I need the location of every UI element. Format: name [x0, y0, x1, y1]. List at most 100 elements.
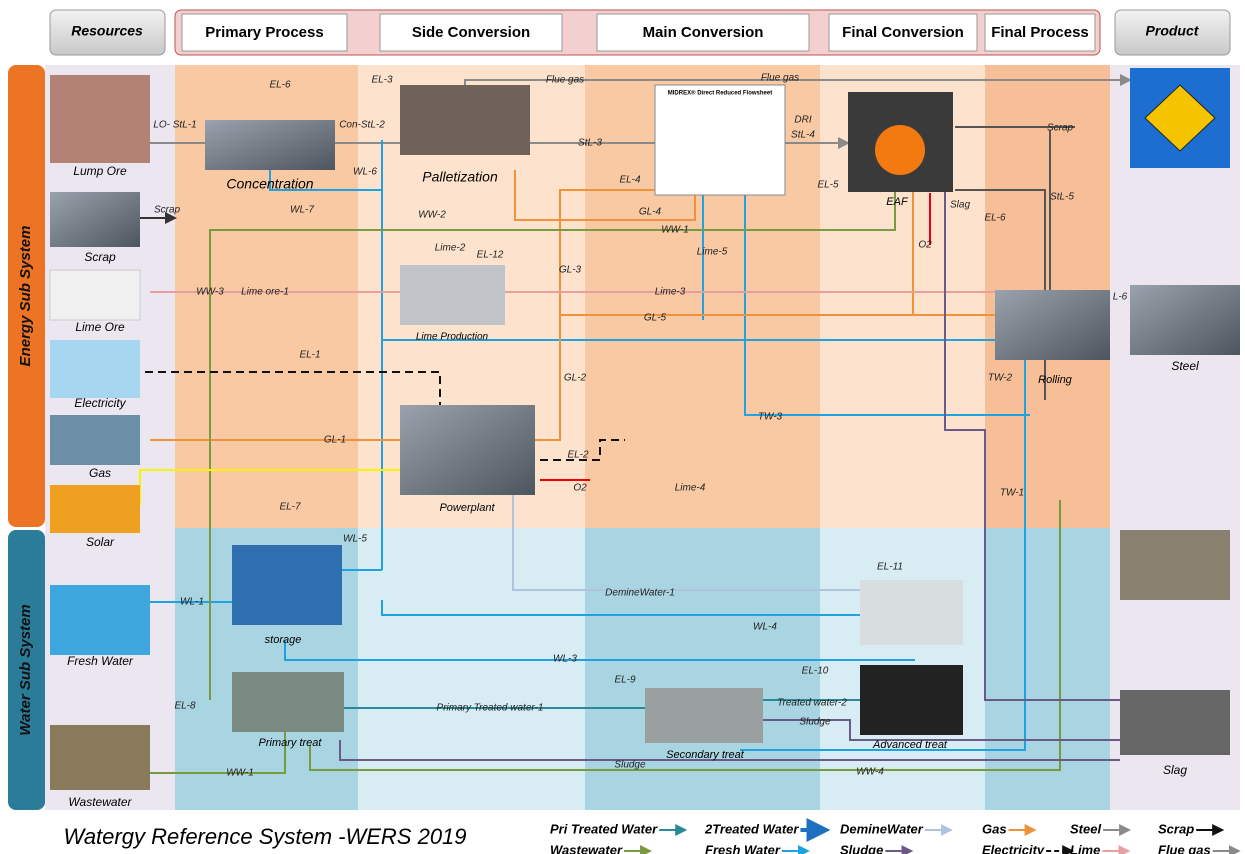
resource-label: Wastewater [68, 795, 132, 809]
process-label: storage [265, 634, 302, 646]
flow-label: WW-3 [196, 287, 224, 298]
resource-label: Scrap [84, 250, 116, 264]
flow-label: Treated water-2 [777, 698, 847, 709]
legend-label: Steel [1070, 821, 1101, 836]
flow-label: Scrap [1047, 123, 1074, 134]
flow-label: GL-5 [644, 313, 667, 324]
flow-label: Lime-5 [697, 247, 728, 258]
flow-label: EL-9 [614, 675, 636, 686]
flow-label: GL-2 [564, 373, 587, 384]
flow-label: WL-4 [753, 622, 777, 633]
flow-label: WL-5 [343, 534, 367, 545]
legend-label: Fresh Water [705, 842, 781, 854]
process-label: Rolling [1038, 374, 1073, 386]
flow-label: Sludge [614, 760, 646, 771]
product-label: Slag [1163, 763, 1187, 777]
resource-label: Fresh Water [67, 654, 134, 668]
flow-label: O2 [573, 483, 587, 494]
flow-label: Con-StL-2 [339, 120, 385, 131]
flow-label: EL-2 [567, 450, 589, 461]
flow-label: EL-1 [299, 350, 320, 361]
legend-label: Lime [1070, 842, 1100, 854]
flow-label: TW-3 [758, 412, 783, 423]
flow-label: EL-8 [174, 701, 196, 712]
flow-label: StL-4 [791, 130, 815, 141]
legend-label: Gas [982, 821, 1007, 836]
flow-label: GL-3 [559, 265, 582, 276]
flow-label: Primary Treated water-1 [437, 703, 544, 714]
flow-label: WW-2 [418, 210, 446, 221]
flow-label: EL-10 [802, 666, 829, 677]
flow-label: GL-1 [324, 435, 346, 446]
flow-label: Lime-3 [655, 287, 686, 298]
flow-label: O2 [918, 240, 932, 251]
flow-label: Lime-2 [435, 243, 466, 254]
legend-label: Electricity [982, 842, 1045, 854]
flow-label: WL-6 [353, 167, 377, 178]
flow-label: Slag [950, 200, 970, 211]
flow-label: EL-3 [371, 75, 393, 86]
column-header: Final Conversion [842, 24, 964, 41]
flow-label: WL-3 [553, 654, 577, 665]
flow-label: Flue gas [546, 75, 584, 86]
legend-label: Pri Treated Water [550, 821, 658, 836]
resource-label: Lump Ore [73, 164, 127, 178]
flow-label: TW-1 [1000, 488, 1024, 499]
process-label: Lime Production [416, 332, 489, 343]
flow-label: StL-5 [1050, 192, 1074, 203]
column-header: Main Conversion [643, 24, 764, 41]
process-label: Powerplant [439, 502, 495, 514]
product-label: Steel [1171, 359, 1199, 373]
title: Watergy Reference System -WERS 2019 [63, 824, 466, 849]
resource-label: Lime Ore [75, 320, 125, 334]
legend-label: 2Treated Water [704, 821, 799, 836]
flow-label: Sludge [799, 717, 831, 728]
resource-label: Electricity [74, 396, 126, 410]
flow-label: EL-11 [877, 562, 903, 573]
flow-label: WW-1 [661, 225, 689, 236]
flow-label: Flue gas [761, 73, 799, 84]
column-header: Resources [71, 23, 143, 39]
process-label: Primary treat [259, 737, 323, 749]
legend-label: Scrap [1158, 821, 1194, 836]
page: Resources Product Primary Process Side Conv… [0, 0, 1245, 854]
process-label: Palletization [422, 169, 498, 185]
legend-label: Flue gas [1158, 842, 1211, 854]
column-header: Primary Process [205, 24, 323, 41]
flow-label: EL-6 [269, 80, 291, 91]
flow-label: EL-12 [477, 250, 504, 261]
flow-label: Lime-4 [675, 483, 706, 494]
process-label: Concentration [226, 176, 313, 192]
flow-label: GL-4 [639, 207, 662, 218]
legend-label: DemineWater [840, 821, 924, 836]
flow-label: Scrap [154, 205, 181, 216]
legend-label: Wastewater [550, 842, 623, 854]
flow-label: TW-2 [988, 373, 1013, 384]
flow-label: EL-5 [817, 180, 839, 191]
flow-label: LO- StL-1 [153, 120, 196, 131]
subsystem-label: Energy Sub System [17, 226, 34, 367]
flow-label: DemineWater-1 [605, 588, 675, 599]
flow-label: EL-7 [279, 502, 301, 513]
flow-label: EL-4 [619, 175, 641, 186]
resource-label: Solar [86, 535, 115, 549]
subsystem-label: Water Sub System [17, 604, 34, 735]
flow-label: DRI [794, 115, 811, 126]
flow-label: EL-6 [984, 213, 1006, 224]
column-header: Side Conversion [412, 24, 530, 41]
flow-label: WL-7 [290, 205, 314, 216]
flow-label: WL-1 [180, 597, 204, 608]
flow-label: L-6 [1113, 292, 1128, 303]
resource-label: Gas [89, 466, 111, 480]
figure-caption: MIDREX® Direct Reduced Flowsheet [668, 90, 772, 97]
column-header: Final Process [991, 24, 1089, 41]
legend-label: Sludge [840, 842, 883, 854]
flow-label: Lime ore-1 [241, 287, 289, 298]
flow-label: StL-3 [578, 138, 602, 149]
process-label: Secondary treat [666, 749, 745, 761]
process-label: EAF [886, 196, 909, 208]
flow-label: WW-1 [226, 768, 254, 779]
flow-label: WW-4 [856, 767, 884, 778]
column-header: Product [1146, 23, 1200, 39]
process-label: Advanced treat [872, 739, 948, 751]
